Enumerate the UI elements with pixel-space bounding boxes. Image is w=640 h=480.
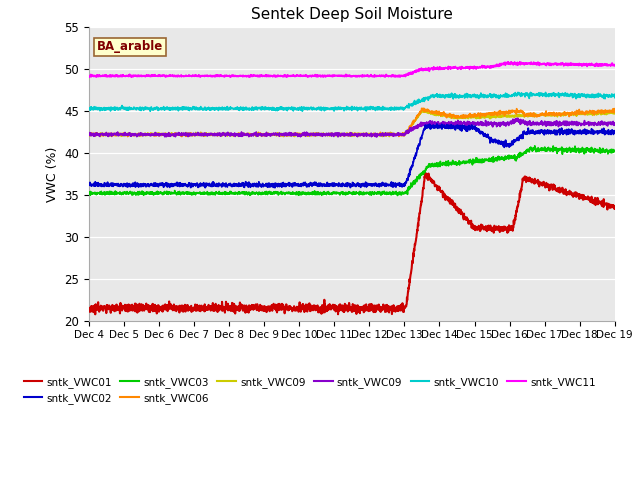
Title: Sentek Deep Soil Moisture: Sentek Deep Soil Moisture: [251, 7, 452, 22]
Y-axis label: VWC (%): VWC (%): [46, 146, 59, 202]
Legend: sntk_VWC01, sntk_VWC02, sntk_VWC03, sntk_VWC06, sntk_VWC09, sntk_VWC09, sntk_VWC: sntk_VWC01, sntk_VWC02, sntk_VWC03, sntk…: [19, 372, 600, 408]
Text: BA_arable: BA_arable: [97, 40, 163, 53]
